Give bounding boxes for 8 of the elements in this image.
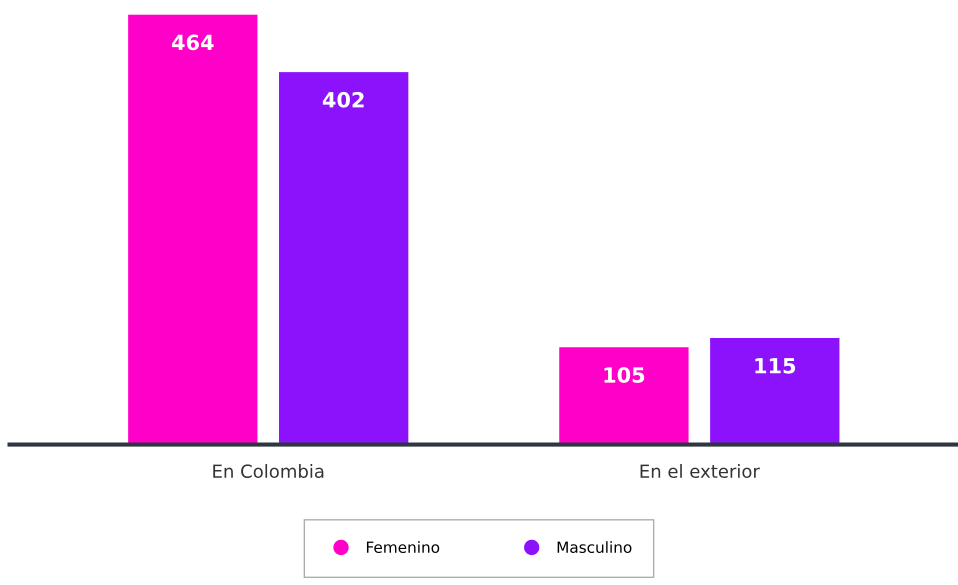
x-tick-label: En Colombia: [213, 464, 324, 478]
data-label: 105: [604, 367, 644, 383]
x-tick-label: En el exterior: [640, 464, 760, 478]
legend-label: Femenino: [366, 541, 440, 554]
data-label: 464: [172, 34, 214, 50]
legend-label: Masculino: [558, 541, 632, 554]
data-label: 402: [322, 92, 364, 108]
data-label: 115: [755, 358, 796, 374]
